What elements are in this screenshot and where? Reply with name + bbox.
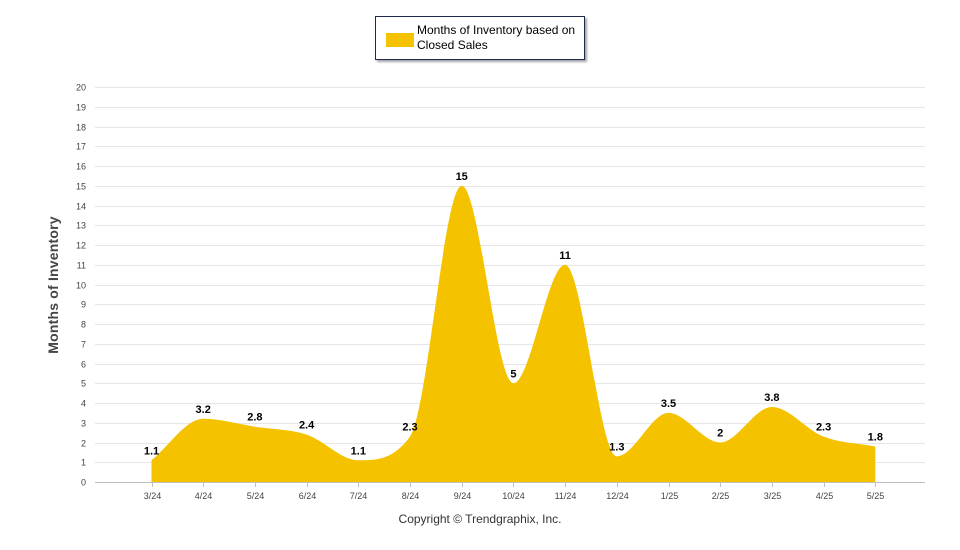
y-tick-label: 1 — [81, 458, 86, 468]
x-tick-label: 11/24 — [555, 491, 577, 501]
y-tick-label: 10 — [76, 281, 86, 291]
data-label: 3.2 — [196, 404, 211, 416]
data-label: 1.1 — [144, 445, 159, 457]
data-label: 2.8 — [247, 412, 262, 424]
series-area[interactable] — [151, 185, 876, 482]
data-label: 2.3 — [816, 422, 831, 434]
data-label: 3.5 — [661, 398, 676, 410]
data-point[interactable] — [509, 379, 517, 387]
copyright-text: Copyright © Trendgraphix, Inc. — [398, 512, 562, 526]
data-label: 15 — [456, 171, 468, 183]
y-tick-label: 7 — [81, 340, 86, 350]
data-label: 1.1 — [351, 445, 366, 457]
x-tick-label: 7/24 — [350, 491, 368, 501]
legend-label: Months of Inventory based on Closed Sale… — [417, 23, 576, 52]
data-point[interactable] — [768, 403, 776, 411]
x-tick-label: 4/24 — [195, 491, 213, 501]
y-tick-label: 11 — [77, 261, 86, 271]
x-tick-label: 4/25 — [816, 491, 834, 501]
data-label: 2.4 — [299, 420, 315, 432]
y-tick-label: 13 — [76, 221, 86, 231]
y-tick-label: 0 — [81, 478, 86, 488]
x-tick-label: 5/24 — [247, 491, 265, 501]
data-labels: 1.1 3.2 2.8 2.4 1.1 2.3 15 5 11 1.3 3.5 2 3.8 2.3 1.8 — [144, 171, 883, 458]
y-tick-label: 18 — [76, 123, 86, 133]
y-tick-label: 17 — [76, 142, 86, 152]
x-tick-label: 3/25 — [764, 491, 782, 501]
data-label: 1.3 — [609, 441, 624, 453]
x-tick-label: 2/25 — [712, 491, 730, 501]
data-point[interactable] — [716, 439, 724, 447]
data-label: 2 — [717, 428, 723, 440]
y-tick-label: 16 — [76, 162, 86, 172]
data-label: 2.3 — [402, 422, 417, 434]
legend[interactable]: Months of Inventory based on Closed Sale… — [375, 16, 585, 60]
data-point[interactable] — [148, 456, 156, 464]
data-point[interactable] — [199, 415, 207, 423]
y-tick-label: 4 — [81, 399, 86, 409]
x-tick-label: 6/24 — [299, 491, 317, 501]
data-point[interactable] — [406, 433, 414, 441]
y-tick-label: 3 — [81, 419, 86, 429]
y-tick-label: 12 — [76, 241, 86, 251]
legend-swatch — [386, 33, 414, 47]
data-point[interactable] — [613, 452, 621, 460]
plot-area — [148, 182, 879, 482]
data-point[interactable] — [354, 456, 362, 464]
data-point[interactable] — [665, 409, 673, 417]
data-point[interactable] — [561, 261, 569, 269]
data-point[interactable] — [303, 431, 311, 439]
data-point[interactable] — [251, 423, 259, 431]
data-label: 11 — [559, 250, 571, 262]
data-label: 1.8 — [868, 431, 883, 443]
data-label: 3.8 — [764, 392, 779, 404]
x-tick-label: 9/24 — [454, 491, 472, 501]
y-tick-label: 6 — [81, 360, 86, 370]
data-point[interactable] — [871, 442, 879, 450]
y-axis-title: Months of Inventory — [45, 216, 61, 354]
data-label: 5 — [510, 368, 516, 380]
grid-lines — [95, 87, 925, 463]
data-point[interactable] — [458, 182, 466, 190]
y-tick-label: 14 — [76, 202, 86, 212]
y-tick-label: 9 — [81, 300, 86, 310]
y-tick-label: 2 — [81, 439, 86, 449]
x-tick-label: 8/24 — [402, 491, 420, 501]
x-tick-label: 5/25 — [867, 491, 885, 501]
x-tick-label: 12/24 — [606, 491, 629, 501]
y-tick-label: 19 — [76, 103, 86, 113]
y-tick-label: 15 — [76, 182, 86, 192]
y-tick-label: 20 — [76, 83, 86, 93]
x-tick-label: 10/24 — [502, 491, 525, 501]
y-tick-label: 5 — [81, 379, 86, 389]
x-tick-label: 1/25 — [661, 491, 679, 501]
x-tick-label: 3/24 — [144, 491, 162, 501]
y-tick-label: 8 — [81, 320, 86, 330]
data-point[interactable] — [820, 433, 828, 441]
